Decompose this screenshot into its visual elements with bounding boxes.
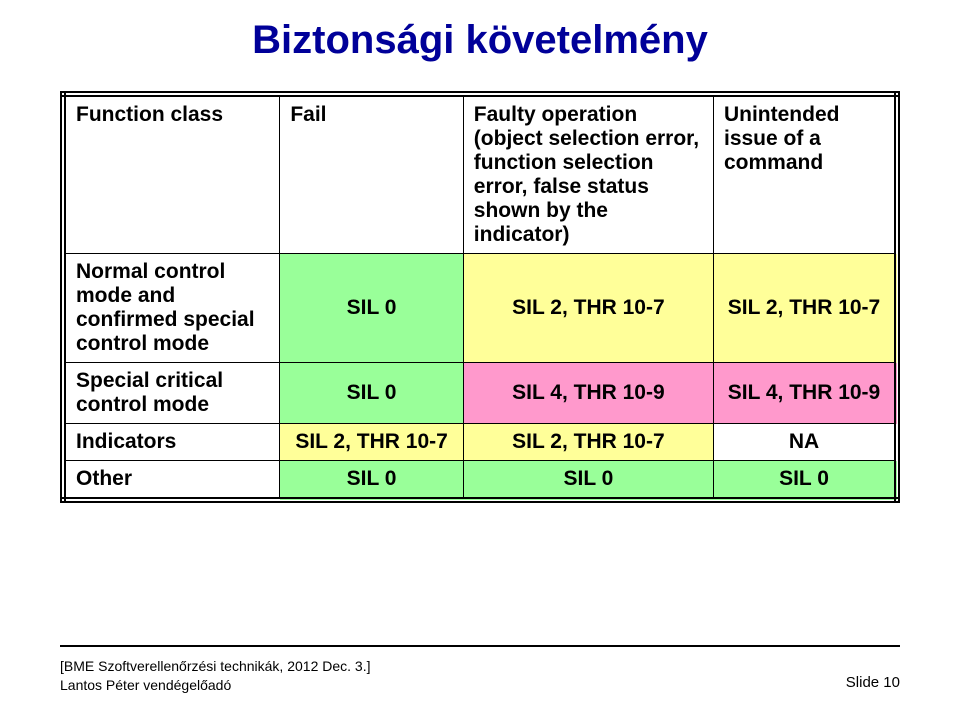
table-cell: NA — [713, 424, 897, 461]
table-cell: SIL 4, THR 10-9 — [713, 363, 897, 424]
table-row: Normal control mode and confirmed specia… — [63, 254, 897, 363]
row-label: Indicators — [63, 424, 280, 461]
footer-divider — [60, 645, 900, 647]
row-label: Normal control mode and confirmed specia… — [63, 254, 280, 363]
footer-source: [BME Szoftverellenőrzési technikák, 2012… — [60, 658, 370, 674]
table-cell: SIL 2, THR 10-7 — [713, 254, 897, 363]
col-header-fail: Fail — [280, 94, 463, 254]
table-cell: SIL 2, THR 10-7 — [463, 424, 713, 461]
footer-left: [BME Szoftverellenőrzési technikák, 2012… — [60, 657, 370, 695]
table-row: IndicatorsSIL 2, THR 10-7SIL 2, THR 10-7… — [63, 424, 897, 461]
table-cell: SIL 0 — [280, 461, 463, 501]
footer-author: Lantos Péter vendégelőadó — [60, 677, 231, 693]
page-title: Biztonsági követelmény — [60, 18, 900, 63]
col-header-unintended: Unintended issue of a command — [713, 94, 897, 254]
row-label: Special critical control mode — [63, 363, 280, 424]
table-row: OtherSIL 0SIL 0SIL 0 — [63, 461, 897, 501]
table-cell: SIL 2, THR 10-7 — [463, 254, 713, 363]
table-row: Special critical control modeSIL 0SIL 4,… — [63, 363, 897, 424]
col-header-faulty-operation: Faulty operation (object selection error… — [463, 94, 713, 254]
table-cell: SIL 2, THR 10-7 — [280, 424, 463, 461]
table-cell: SIL 0 — [463, 461, 713, 501]
slide: Biztonsági követelmény Function class Fa… — [0, 0, 960, 725]
col-header-function-class: Function class — [63, 94, 280, 254]
row-label: Other — [63, 461, 280, 501]
table-cell: SIL 0 — [280, 363, 463, 424]
table-body: Normal control mode and confirmed specia… — [63, 254, 897, 501]
table-cell: SIL 0 — [280, 254, 463, 363]
footer-slide-number: Slide 10 — [846, 674, 900, 691]
table-cell: SIL 4, THR 10-9 — [463, 363, 713, 424]
table-cell: SIL 0 — [713, 461, 897, 501]
table-header-row: Function class Fail Faulty operation (ob… — [63, 94, 897, 254]
requirements-table: Function class Fail Faulty operation (ob… — [60, 91, 900, 503]
